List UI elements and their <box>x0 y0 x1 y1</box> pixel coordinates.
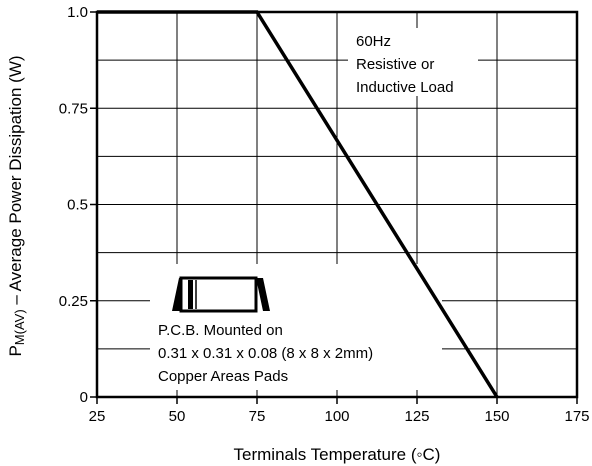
derating-curve <box>97 10 499 398</box>
x-tick-label: 175 <box>564 408 589 425</box>
pcb-mount-label: P.C.B. Mounted on <box>158 322 283 339</box>
load-frequency-label: 60Hz <box>356 33 391 50</box>
grid-lines <box>96 11 578 398</box>
y-tick-label: 1.0 <box>67 4 88 21</box>
y-tick-label: 0.75 <box>59 100 88 117</box>
y-axis-title-subscript: M(AV) <box>12 309 27 345</box>
x-tick-label: 100 <box>324 408 349 425</box>
package-cathode-band <box>188 280 193 309</box>
load-annotation-bg <box>348 28 478 96</box>
y-tick-label: 0 <box>80 389 88 406</box>
pcb-copper-label: Copper Areas Pads <box>158 368 288 385</box>
x-tick-label: 25 <box>89 408 106 425</box>
load-type-label-line1: Resistive or <box>356 56 434 73</box>
y-tick-label: 0.5 <box>67 197 88 214</box>
tick-labels: 25 50 75 100 125 150 175 0 0.25 0.5 0.75 1.0 <box>59 4 590 425</box>
y-axis-title-text: – Average Power Dissipation (W) <box>6 55 25 309</box>
smd-package-icon <box>156 276 282 313</box>
package-right-terminal <box>256 278 282 311</box>
load-type-label-line2: Inductive Load <box>356 79 454 96</box>
y-axis-title: PM(AV) – Average Power Dissipation (W) <box>6 55 27 356</box>
y-tick-label: 0.25 <box>59 293 88 310</box>
plot-frame <box>95 10 579 399</box>
y-axis-title-symbol: P <box>6 345 25 356</box>
x-tick-label: 50 <box>169 408 186 425</box>
x-axis-title: Terminals Temperature (◦C) <box>234 445 441 464</box>
x-tick-label: 150 <box>484 408 509 425</box>
package-body <box>179 276 258 313</box>
x-tick-label: 75 <box>249 408 266 425</box>
pcb-dimensions-label: 0.31 x 0.31 x 0.08 (8 x 8 x 2mm) <box>158 345 373 362</box>
x-tick-label: 125 <box>404 408 429 425</box>
